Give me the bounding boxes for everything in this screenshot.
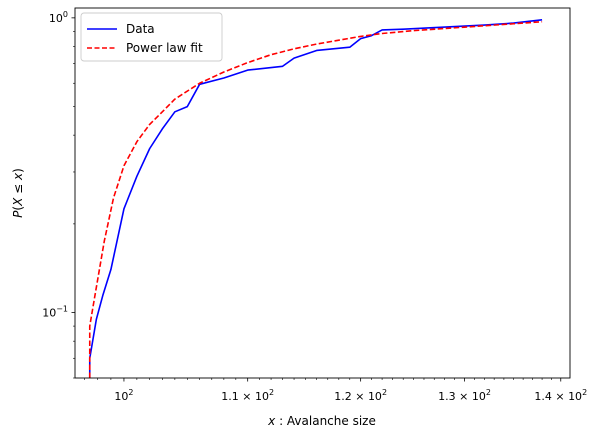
series-lines	[88, 18, 543, 378]
y-axis: 10−1 100	[42, 10, 75, 379]
legend: Data Power law fit	[80, 12, 223, 62]
y-axis-label: P(X ≤ x)	[11, 168, 25, 218]
y-tick-label: 100	[49, 10, 68, 25]
x-tick-label: 1.1 × 102	[221, 388, 274, 403]
x-tick-label: 1.3 × 102	[438, 388, 491, 403]
x-tick-label: 102	[114, 388, 133, 403]
x-axis-label: x : Avalanche size	[267, 414, 376, 428]
x-tick-label: 1.4 × 102	[534, 388, 587, 403]
series-line-power-law-fit	[88, 20, 543, 378]
legend-box	[80, 12, 223, 62]
plot-frame	[74, 7, 571, 379]
plot-area	[75, 8, 570, 378]
x-axis: 102 1.1 × 102 1.2 × 102 1.3 × 102 1.4 × 102	[84, 378, 587, 403]
series-line-data	[88, 18, 543, 378]
x-tick-label: 1.2 × 102	[334, 388, 387, 403]
y-tick-label: 10−1	[42, 305, 68, 320]
legend-label-power-law-fit: Power law fit	[126, 41, 203, 55]
legend-label-data: Data	[126, 22, 155, 36]
